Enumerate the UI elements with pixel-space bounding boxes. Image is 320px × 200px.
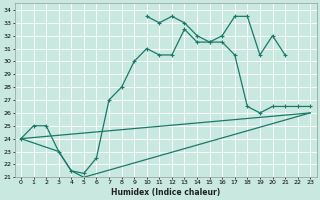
X-axis label: Humidex (Indice chaleur): Humidex (Indice chaleur) [111, 188, 220, 197]
